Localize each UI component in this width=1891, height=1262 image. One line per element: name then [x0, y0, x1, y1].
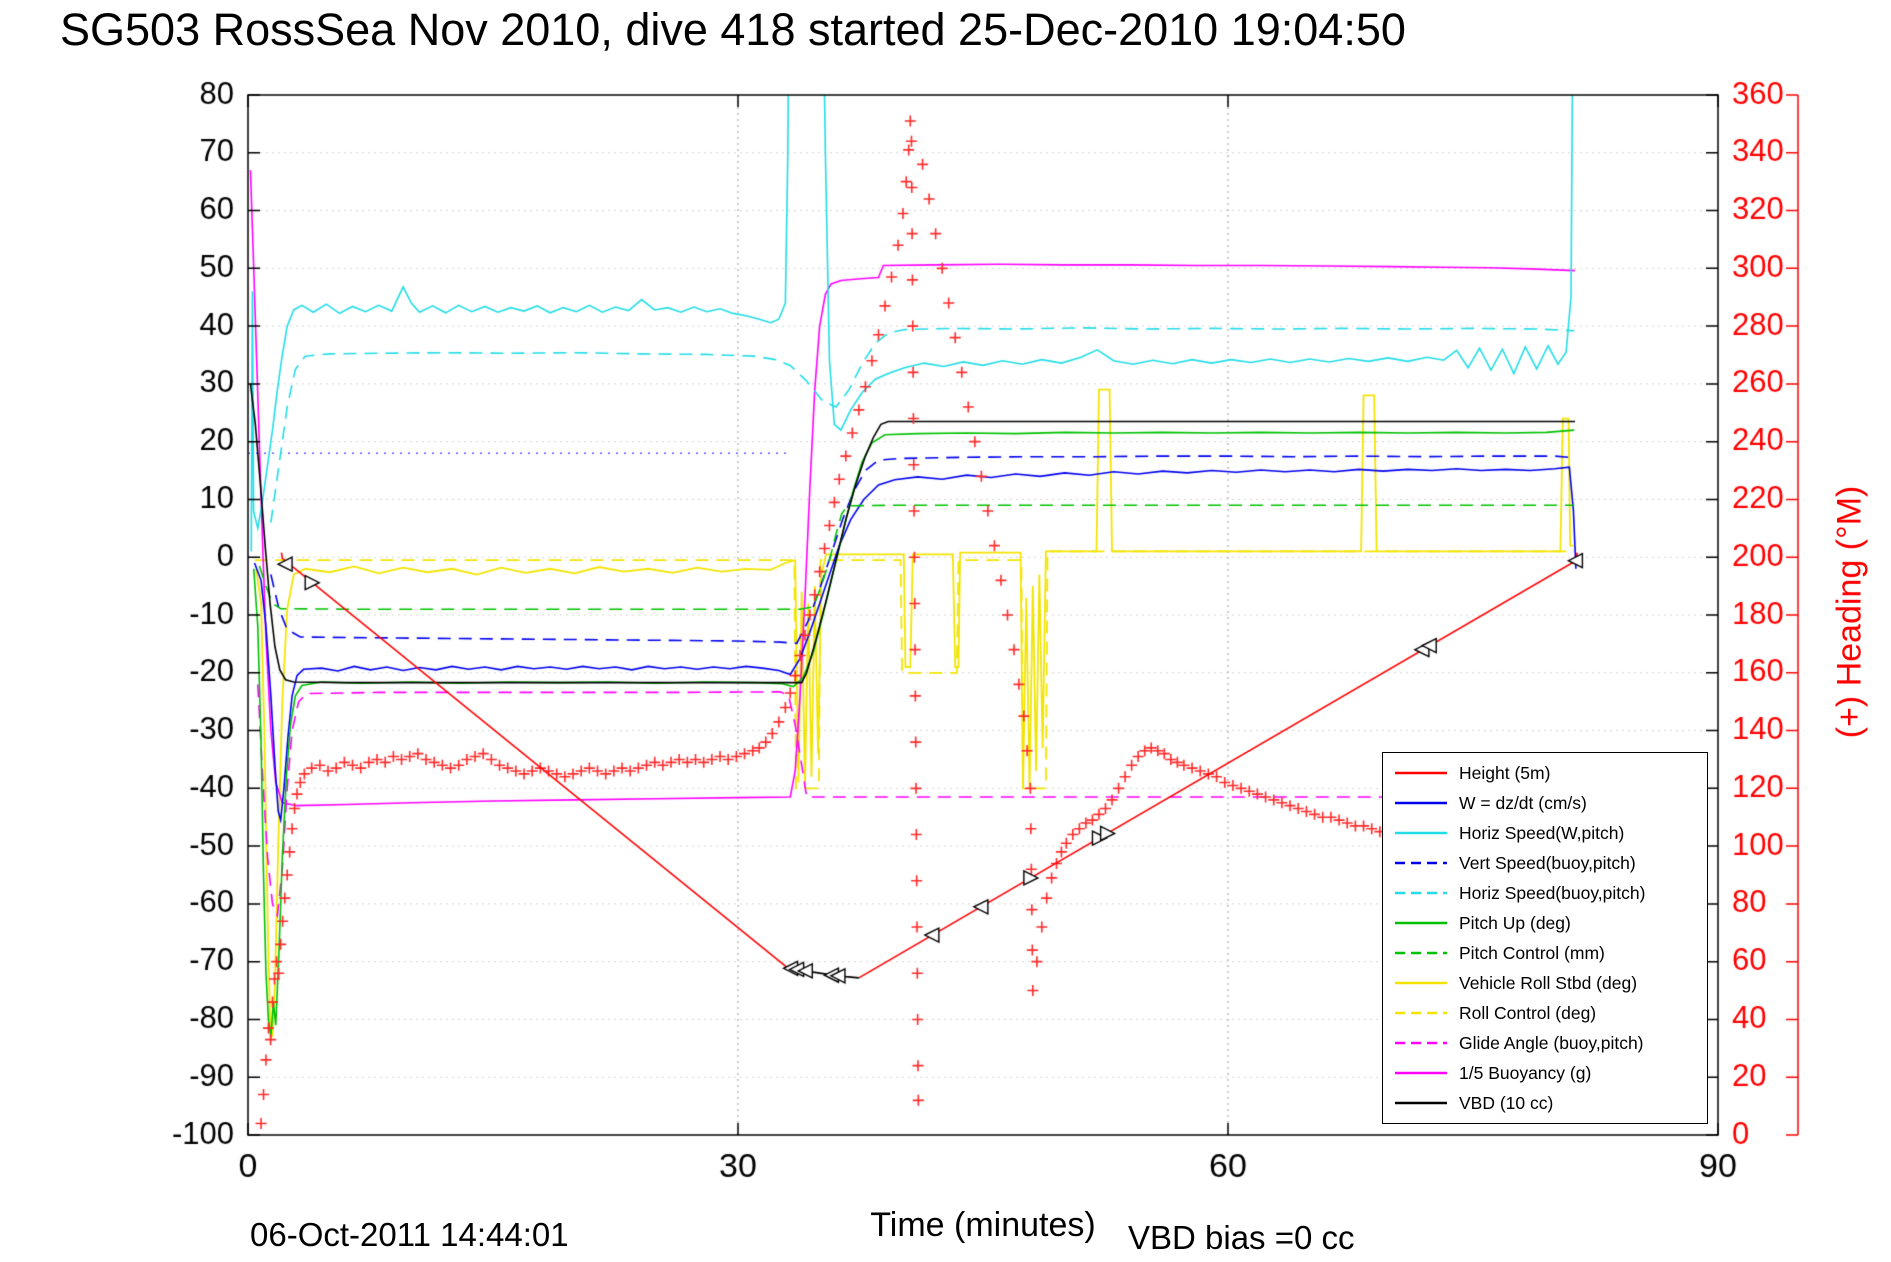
legend-item-5: Pitch Up (deg) — [1383, 910, 1707, 937]
right-y-axis-label: (+) Heading (°M) — [1830, 485, 1869, 739]
legend-item-6: Pitch Control (mm) — [1383, 940, 1707, 967]
legend-line-sample — [1395, 891, 1447, 895]
legend-label: Horiz Speed(W,pitch) — [1459, 822, 1625, 843]
legend-line-sample — [1395, 981, 1447, 985]
legend-item-7: Vehicle Roll Stbd (deg) — [1383, 970, 1707, 997]
legend-item-1: W = dz/dt (cm/s) — [1383, 790, 1707, 817]
legend-line-sample — [1395, 1101, 1447, 1105]
legend-line-sample — [1395, 1041, 1447, 1045]
legend-label: Horiz Speed(buoy,pitch) — [1459, 882, 1646, 903]
legend-item-11: VBD (10 cc) — [1383, 1090, 1707, 1117]
legend-item-8: Roll Control (deg) — [1383, 1000, 1707, 1027]
legend-label: Roll Control (deg) — [1459, 1002, 1597, 1023]
legend-line-sample — [1395, 801, 1447, 805]
legend-item-4: Horiz Speed(buoy,pitch) — [1383, 880, 1707, 907]
legend-item-3: Vert Speed(buoy,pitch) — [1383, 850, 1707, 877]
legend-label: Vehicle Roll Stbd (deg) — [1459, 972, 1638, 993]
legend-label: VBD (10 cc) — [1459, 1092, 1554, 1113]
legend-label: Pitch Control (mm) — [1459, 942, 1605, 963]
legend: Height (5m) W = dz/dt (cm/s) Horiz Speed(W… — [1382, 752, 1708, 1124]
legend-line-sample — [1395, 1071, 1447, 1075]
x-axis-label: Time (minutes) — [870, 1206, 1096, 1244]
legend-item-10: 1/5 Buoyancy (g) — [1383, 1060, 1707, 1087]
legend-line-sample — [1395, 921, 1447, 925]
plot-timestamp: 06-Oct-2011 14:44:01 — [250, 1216, 569, 1253]
legend-label: Pitch Up (deg) — [1459, 912, 1571, 933]
legend-item-0: Height (5m) — [1383, 760, 1707, 787]
legend-label: Glide Angle (buoy,pitch) — [1459, 1032, 1644, 1053]
legend-label: 1/5 Buoyancy (g) — [1459, 1062, 1592, 1083]
legend-line-sample — [1395, 831, 1447, 835]
vbd-bias-label: VBD bias =0 cc — [1128, 1219, 1355, 1256]
legend-line-sample — [1395, 951, 1447, 955]
legend-label: W = dz/dt (cm/s) — [1459, 792, 1587, 813]
legend-label: Height (5m) — [1459, 762, 1551, 783]
legend-line-sample — [1395, 771, 1447, 775]
legend-line-sample — [1395, 861, 1447, 865]
legend-item-2: Horiz Speed(W,pitch) — [1383, 820, 1707, 847]
legend-line-sample — [1395, 1011, 1447, 1015]
legend-label: Vert Speed(buoy,pitch) — [1459, 852, 1636, 873]
legend-item-9: Glide Angle (buoy,pitch) — [1383, 1030, 1707, 1057]
